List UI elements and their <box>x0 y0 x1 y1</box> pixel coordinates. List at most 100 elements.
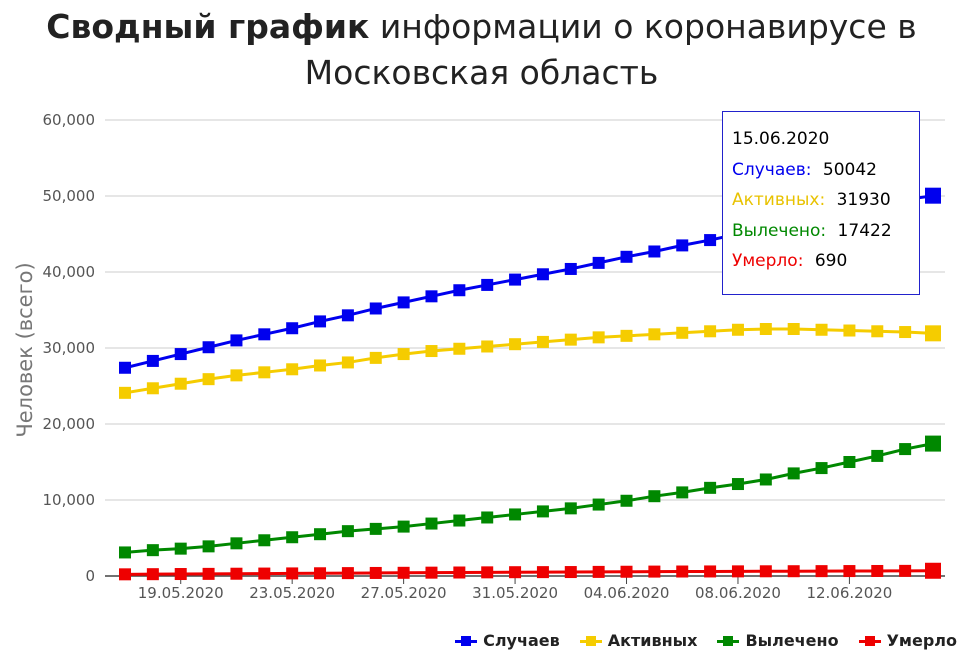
data-point[interactable] <box>369 566 382 579</box>
legend-item[interactable]: Умерло <box>858 631 957 650</box>
data-point[interactable] <box>787 565 800 578</box>
data-point[interactable] <box>341 567 354 580</box>
data-point[interactable] <box>843 456 856 468</box>
data-point[interactable] <box>230 567 243 580</box>
data-point[interactable] <box>369 351 382 364</box>
data-point[interactable] <box>453 284 466 297</box>
data-point[interactable] <box>286 531 299 544</box>
data-point[interactable] <box>314 567 327 580</box>
data-point[interactable] <box>341 356 354 369</box>
data-point[interactable] <box>202 341 215 354</box>
data-point[interactable] <box>119 361 131 374</box>
data-point[interactable] <box>286 567 299 580</box>
data-point[interactable] <box>369 522 382 535</box>
data-point[interactable] <box>899 326 912 339</box>
data-point[interactable] <box>481 340 494 353</box>
data-point[interactable] <box>202 567 215 580</box>
data-point[interactable] <box>592 565 605 578</box>
data-point[interactable] <box>258 366 271 379</box>
data-point[interactable] <box>146 544 159 557</box>
data-point[interactable] <box>119 546 131 559</box>
data-point[interactable] <box>230 334 243 347</box>
data-point[interactable] <box>648 565 661 578</box>
data-point[interactable] <box>564 566 577 579</box>
data-point[interactable] <box>620 250 633 263</box>
data-point[interactable] <box>425 290 438 303</box>
data-point[interactable] <box>564 262 577 275</box>
data-point[interactable] <box>676 326 689 339</box>
data-point[interactable] <box>174 542 187 555</box>
data-point[interactable] <box>843 324 856 337</box>
data-point[interactable] <box>536 505 549 518</box>
data-point[interactable] <box>481 511 494 524</box>
data-point[interactable] <box>648 328 661 341</box>
data-point[interactable] <box>481 278 494 291</box>
data-point[interactable] <box>815 323 828 336</box>
data-point[interactable] <box>815 462 828 475</box>
data-point[interactable] <box>258 567 271 580</box>
data-point[interactable] <box>648 245 661 258</box>
data-point[interactable] <box>397 566 410 579</box>
data-point[interactable] <box>146 354 159 367</box>
data-point[interactable] <box>202 373 215 386</box>
data-point[interactable] <box>676 486 689 499</box>
data-point[interactable] <box>453 342 466 355</box>
legend-item[interactable]: Вылечено <box>717 631 839 650</box>
data-point[interactable] <box>592 498 605 511</box>
data-point[interactable] <box>925 435 941 452</box>
data-point[interactable] <box>425 517 438 530</box>
data-point[interactable] <box>174 377 187 390</box>
data-point[interactable] <box>286 322 299 335</box>
data-point[interactable] <box>620 494 633 507</box>
data-point[interactable] <box>453 566 466 579</box>
data-point[interactable] <box>258 534 271 547</box>
data-point[interactable] <box>759 565 772 578</box>
data-point[interactable] <box>314 315 327 328</box>
data-point[interactable] <box>871 325 884 338</box>
data-point[interactable] <box>899 564 912 577</box>
data-point[interactable] <box>759 323 772 335</box>
data-point[interactable] <box>425 345 438 358</box>
data-point[interactable] <box>843 565 856 578</box>
data-point[interactable] <box>925 562 941 579</box>
data-point[interactable] <box>146 568 159 581</box>
data-point[interactable] <box>676 239 689 252</box>
data-point[interactable] <box>174 568 187 581</box>
data-point[interactable] <box>704 325 717 338</box>
data-point[interactable] <box>592 331 605 344</box>
data-point[interactable] <box>453 514 466 527</box>
data-point[interactable] <box>425 566 438 579</box>
data-point[interactable] <box>648 490 661 503</box>
data-point[interactable] <box>676 565 689 578</box>
data-point[interactable] <box>704 234 717 247</box>
data-point[interactable] <box>369 302 382 315</box>
data-point[interactable] <box>704 481 717 494</box>
data-point[interactable] <box>899 443 912 456</box>
data-point[interactable] <box>704 565 717 578</box>
data-point[interactable] <box>925 187 941 204</box>
data-point[interactable] <box>509 338 522 351</box>
data-point[interactable] <box>481 566 494 579</box>
data-point[interactable] <box>536 268 549 281</box>
data-point[interactable] <box>815 565 828 578</box>
data-point[interactable] <box>871 449 884 462</box>
data-point[interactable] <box>509 273 522 286</box>
data-point[interactable] <box>314 528 327 541</box>
data-point[interactable] <box>731 478 744 491</box>
data-point[interactable] <box>564 333 577 346</box>
data-point[interactable] <box>871 564 884 577</box>
data-point[interactable] <box>119 568 131 581</box>
data-point[interactable] <box>925 325 941 342</box>
data-point[interactable] <box>314 359 327 372</box>
legend-item[interactable]: Активных <box>579 631 697 650</box>
data-point[interactable] <box>564 502 577 515</box>
data-point[interactable] <box>202 540 215 553</box>
data-point[interactable] <box>119 386 131 399</box>
data-point[interactable] <box>397 296 410 309</box>
data-point[interactable] <box>341 525 354 538</box>
data-point[interactable] <box>592 256 605 269</box>
data-point[interactable] <box>286 363 299 376</box>
data-point[interactable] <box>787 323 800 335</box>
data-point[interactable] <box>509 508 522 521</box>
data-point[interactable] <box>731 565 744 578</box>
